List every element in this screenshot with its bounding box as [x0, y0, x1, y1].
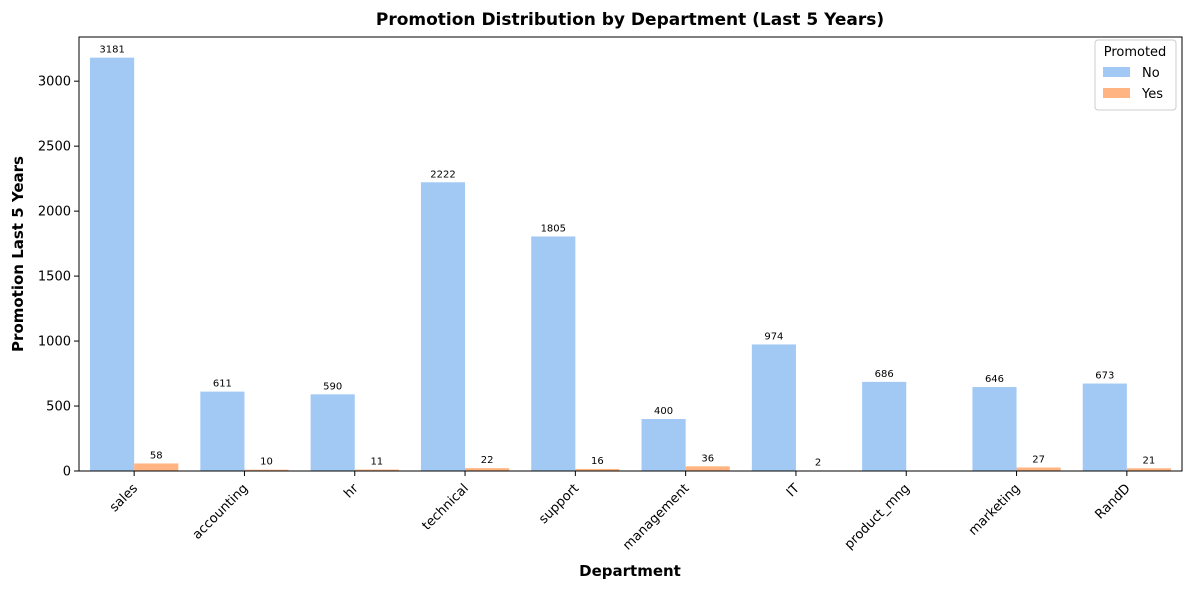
x-tick-label: IT [784, 481, 803, 500]
x-tick-label: accounting [190, 481, 251, 542]
x-tick-label: product_mng [842, 481, 913, 552]
bar-no-randd [1082, 383, 1127, 471]
bar-value-label: 400 [654, 406, 673, 417]
bar-yes-hr [354, 469, 399, 471]
legend-label-no: No [1142, 66, 1160, 81]
bar-value-label: 611 [213, 379, 232, 390]
bar-no-it [751, 344, 796, 471]
legend-swatch-yes [1103, 88, 1130, 98]
bar-value-label: 36 [701, 453, 714, 464]
bar-value-label: 22 [481, 455, 494, 466]
legend: Promoted No Yes [1094, 39, 1177, 111]
bar-value-label: 16 [591, 456, 604, 467]
y-tick-label: 500 [46, 400, 71, 415]
bar-no-product_mng [862, 381, 907, 471]
bar-yes-marketing [1016, 467, 1061, 471]
y-axis: 0 500 1000 1500 2000 2500 3000 [38, 75, 79, 480]
x-tick-label: RandD [1093, 481, 1134, 522]
bar-value-label: 2 [815, 458, 821, 469]
bar-yes-randd [1126, 468, 1171, 471]
legend-title: Promoted [1104, 45, 1167, 60]
bar-value-label: 590 [323, 381, 342, 392]
y-tick-label: 2000 [38, 205, 71, 220]
bar-no-technical [420, 182, 466, 471]
y-tick-label: 2500 [38, 140, 71, 155]
x-tick-label: management [620, 481, 692, 553]
bar-value-label: 673 [1095, 371, 1114, 382]
bar-labels-group: 3181586111059011222222180516400369742686… [99, 45, 1155, 469]
y-tick-label: 1500 [38, 270, 71, 285]
bar-value-label: 58 [150, 450, 163, 461]
y-axis-title: Promotion Last 5 Years [9, 156, 27, 352]
y-tick-label: 1000 [38, 335, 71, 350]
bar-value-label: 21 [1143, 455, 1156, 466]
bar-value-label: 686 [875, 369, 894, 380]
y-tick-label: 3000 [38, 75, 71, 90]
bar-yes-support [575, 468, 620, 471]
bar-value-label: 974 [764, 331, 783, 342]
bar-yes-technical [465, 468, 510, 471]
x-tick-label: marketing [966, 481, 1023, 538]
bar-value-label: 1805 [541, 223, 566, 234]
x-tick-label: support [536, 481, 582, 527]
bar-no-management [641, 419, 686, 471]
plot-frame [78, 36, 1183, 472]
x-axis: sales accounting hr technical support managem… [107, 471, 1134, 553]
bars-group [90, 57, 1171, 471]
bar-value-label: 3181 [99, 45, 124, 56]
bar-value-label: 27 [1032, 454, 1045, 465]
bar-no-marketing [972, 387, 1017, 471]
bar-value-label: 10 [260, 457, 273, 468]
bar-value-label: 2222 [430, 169, 455, 180]
legend-swatch-no [1103, 67, 1130, 77]
x-tick-label: hr [341, 481, 362, 502]
x-tick-label: technical [420, 481, 472, 533]
bar-no-support [531, 236, 576, 471]
bar-no-hr [310, 394, 355, 471]
bar-value-label: 11 [370, 457, 383, 468]
legend-label-yes: Yes [1141, 87, 1163, 102]
bar-yes-management [685, 466, 730, 471]
chart-title: Promotion Distribution by Department (La… [376, 10, 884, 30]
bar-no-sales [90, 57, 135, 471]
y-tick-label: 0 [63, 465, 71, 480]
bar-no-accounting [200, 391, 245, 471]
legend-items: No Yes [1103, 66, 1163, 102]
x-tick-label: sales [107, 481, 141, 515]
x-axis-title: Department [579, 562, 681, 580]
bar-yes-sales [134, 463, 179, 471]
bar-value-label: 646 [985, 374, 1004, 385]
bar-yes-accounting [244, 469, 289, 471]
